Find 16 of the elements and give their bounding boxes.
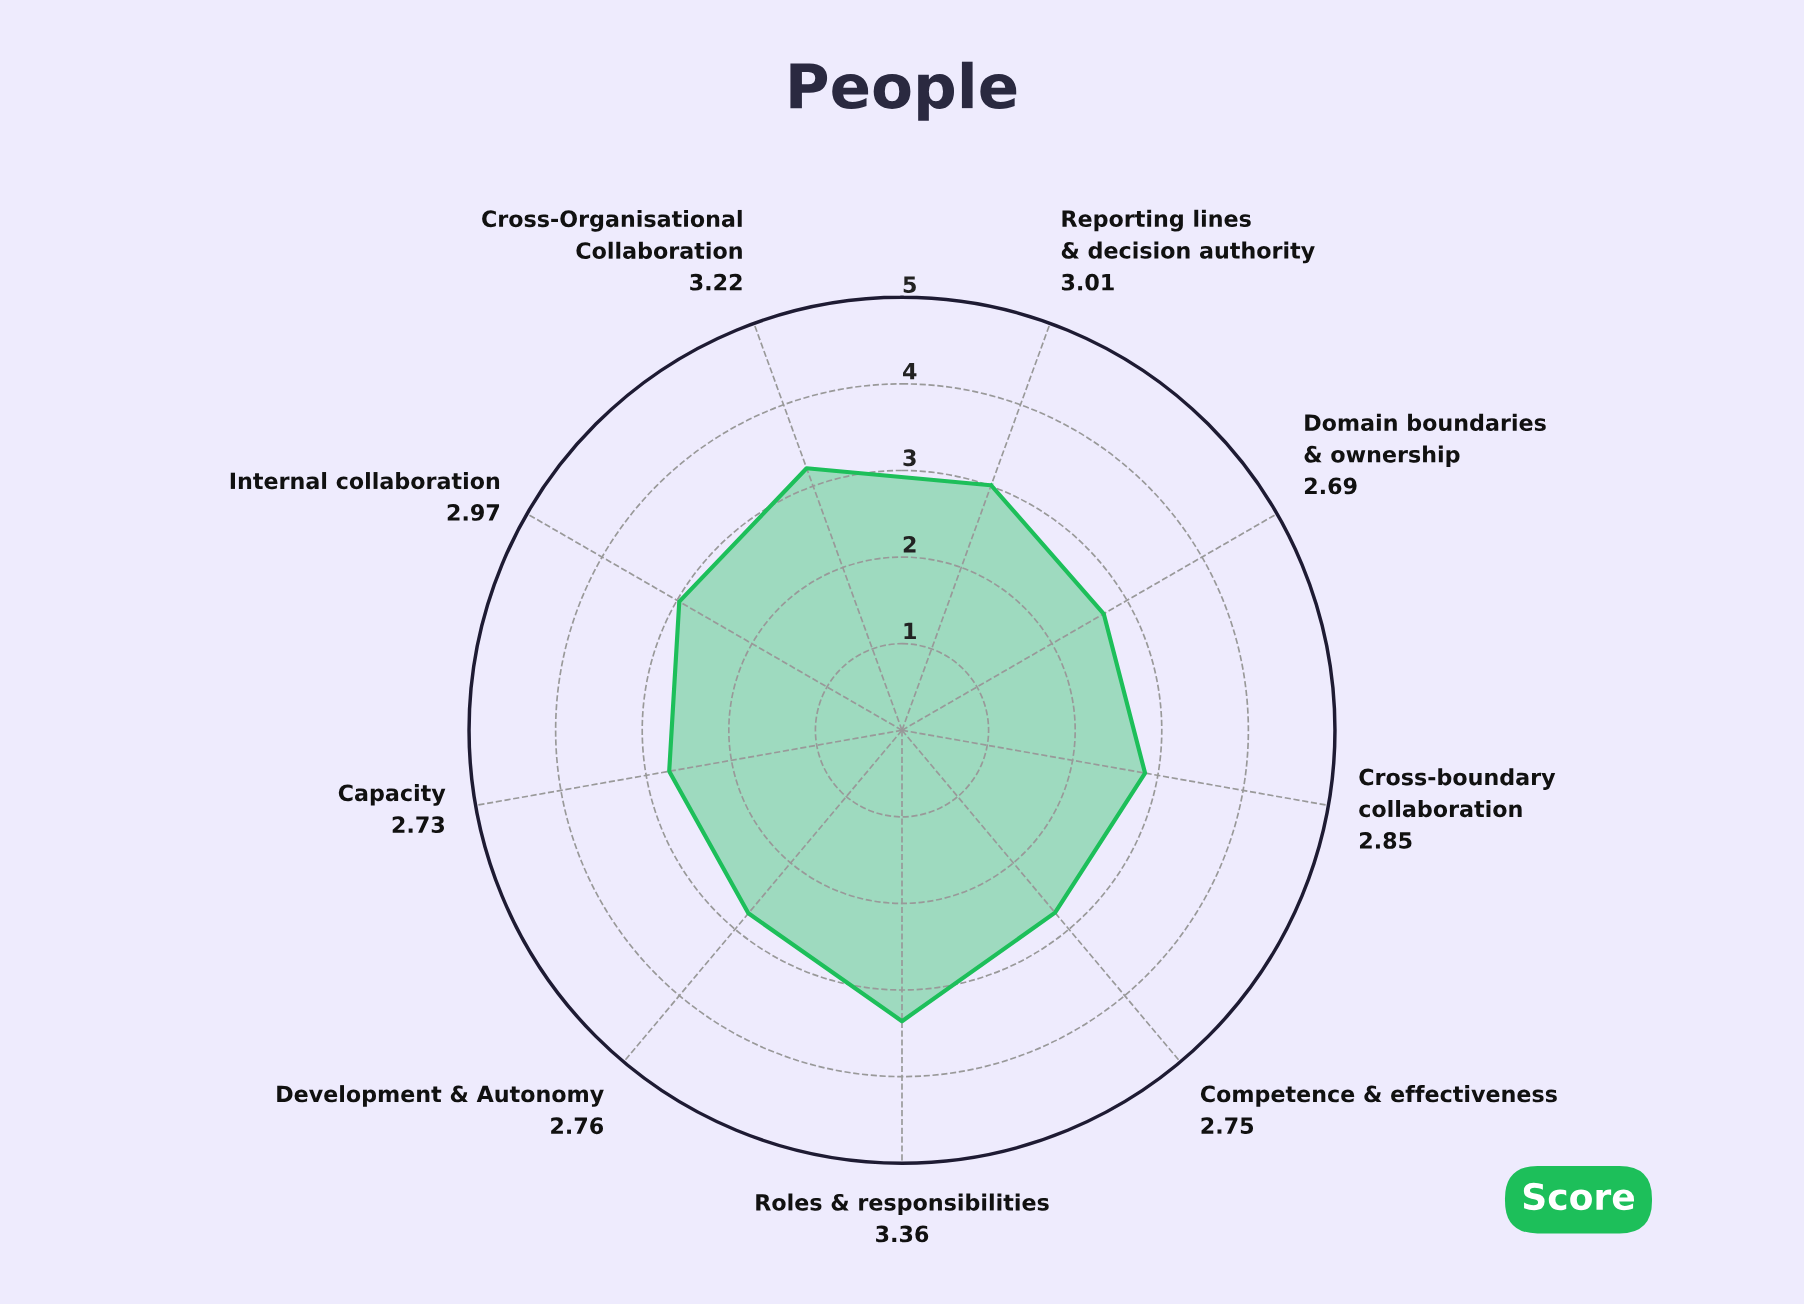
spoke-label: Reporting lines & decision authority 3.01 <box>1061 209 1315 291</box>
y-tick-label: 5 <box>903 276 916 293</box>
y-tick-label: 4 <box>903 363 917 380</box>
spoke-label: Development & Autonomy 2.76 <box>277 1085 604 1135</box>
spoke-label: Roles & responsibilities 3.36 <box>756 1193 1049 1243</box>
text: Score <box>1523 1182 1635 1211</box>
spoke-label: Domain boundaries & ownership 2.69 <box>1304 413 1546 495</box>
y-tick-label: 2 <box>903 535 916 553</box>
y-tick-label: 3 <box>903 449 916 467</box>
chart-title: People <box>790 61 1017 121</box>
spoke-label: Cross-Organisational Collaboration 3.22 <box>482 209 742 291</box>
spoke-label: Capacity 2.73 <box>338 784 446 834</box>
spoke-label: Cross-boundary collaboration 2.85 <box>1359 768 1556 849</box>
spoke-label: Competence & effectiveness 2.75 <box>1200 1085 1557 1134</box>
spoke-label: Internal collaboration 2.97 <box>230 472 500 521</box>
y-tick-label: 1 <box>904 622 916 640</box>
